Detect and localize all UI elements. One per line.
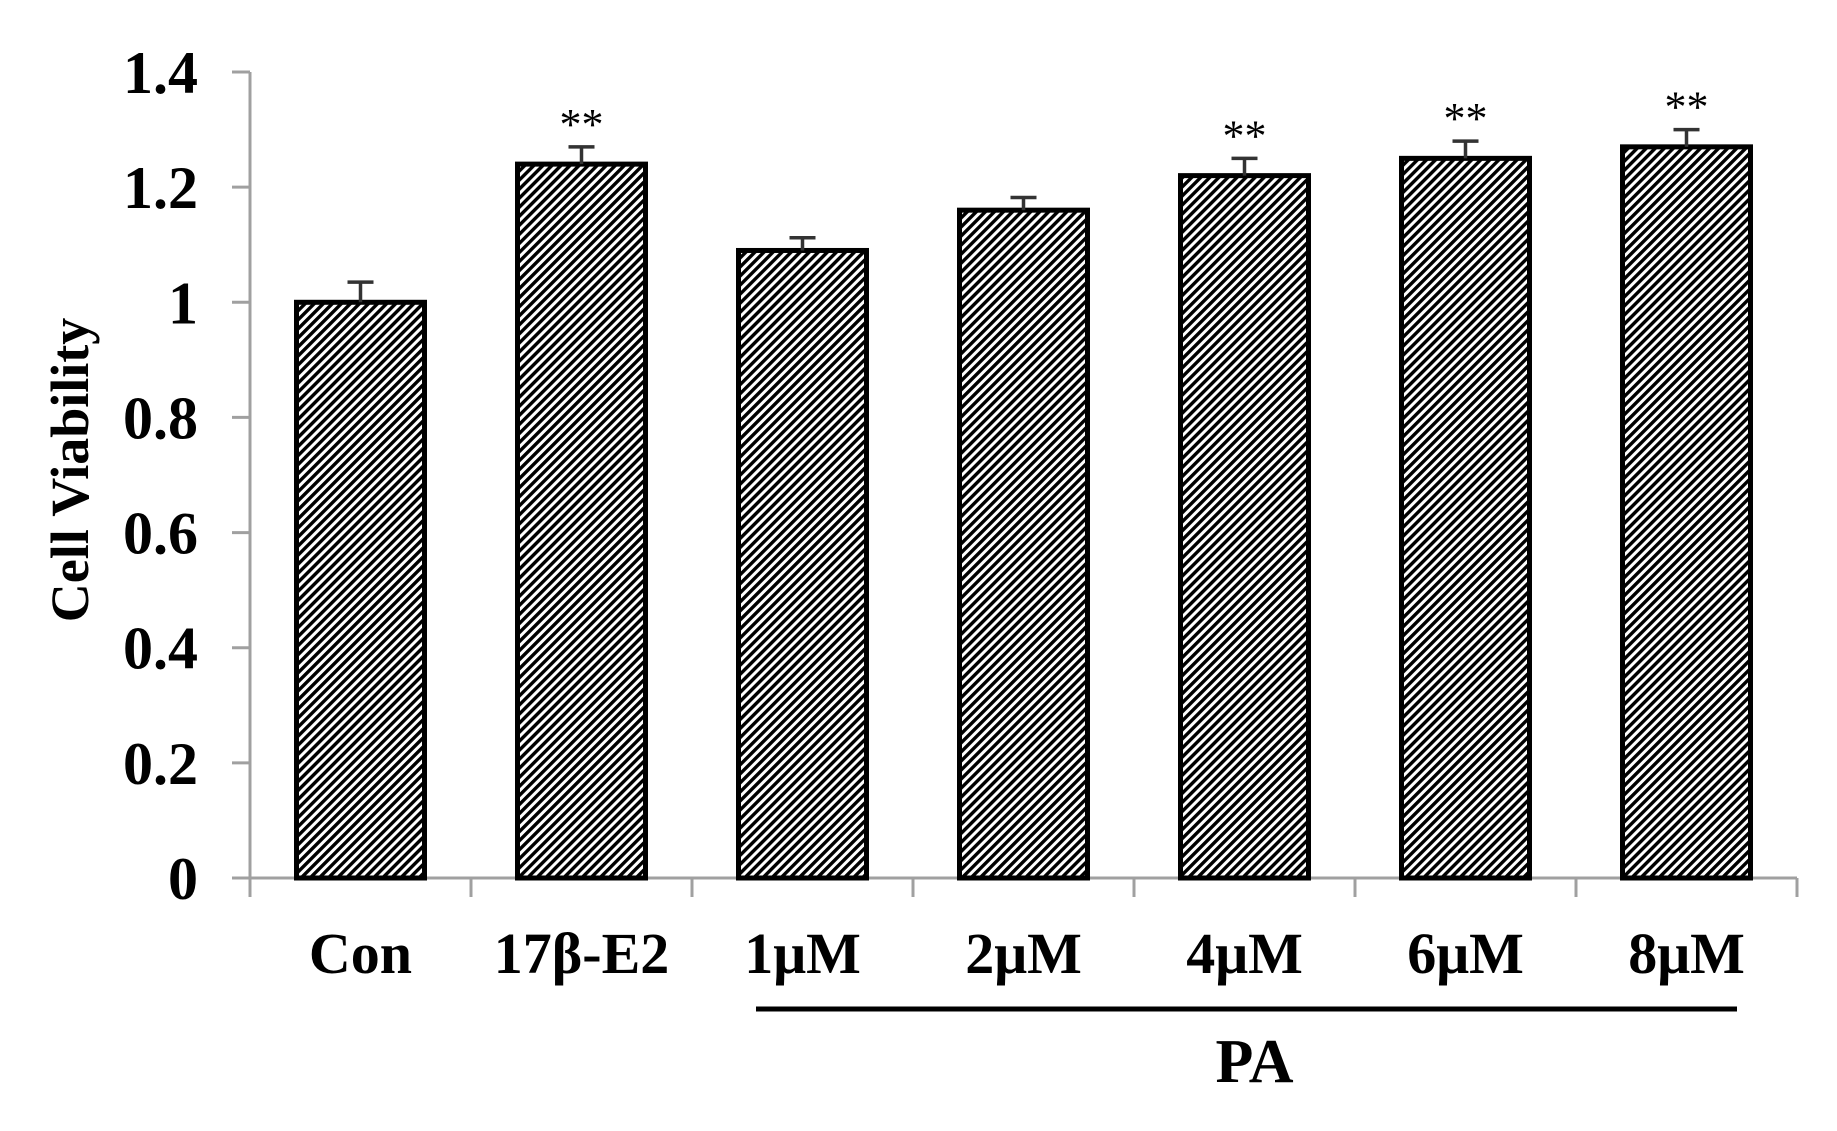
significance-marker: ** — [1665, 83, 1709, 132]
bar-group — [736, 236, 869, 881]
y-tick-label: 0.2 — [123, 731, 198, 797]
y-axis: 0 0.2 0.4 0.6 0.8 1 1.2 1.4 — [123, 40, 252, 912]
y-tick-label: 1.4 — [123, 40, 198, 106]
x-tick-label: 1μM — [744, 921, 861, 986]
y-axis-title: Cell Viability — [40, 318, 100, 623]
significance-marker: ** — [1444, 94, 1488, 143]
bar-series: ** ** ** ** — [294, 83, 1753, 881]
significance-marker: ** — [1223, 111, 1267, 160]
x-tick-label: 8μM — [1628, 921, 1745, 986]
bar — [736, 247, 869, 881]
bar — [294, 299, 427, 881]
bar — [1620, 144, 1753, 881]
bar — [1178, 173, 1311, 881]
y-tick-label: 1 — [168, 270, 198, 336]
x-axis — [232, 876, 1799, 897]
x-tick-label: 2μM — [965, 921, 1082, 986]
bar-group: ** — [515, 100, 648, 881]
group-label: PA — [1215, 1028, 1293, 1096]
x-axis-labels: Con 17β-E2 1μM 2μM 4μM 6μM 8μM — [309, 921, 1745, 986]
bar — [1399, 155, 1532, 881]
significance-marker: ** — [560, 100, 604, 149]
bar — [957, 207, 1090, 881]
bar-group: ** — [1399, 94, 1532, 881]
x-tick-label: 4μM — [1186, 921, 1303, 986]
y-tick-label: 0.4 — [123, 616, 198, 682]
y-tick-label: 0.8 — [123, 385, 198, 451]
bar-group — [957, 195, 1090, 881]
bar-group: ** — [1178, 111, 1311, 881]
x-tick-label: 17β-E2 — [494, 921, 670, 986]
y-tick-label: 0.6 — [123, 501, 198, 567]
y-tick-label: 0 — [168, 846, 198, 912]
bar — [515, 161, 648, 881]
bar-group — [294, 280, 427, 881]
x-tick-label: 6μM — [1407, 921, 1524, 986]
bar-group: ** — [1620, 83, 1753, 881]
x-tick-label: Con — [309, 921, 412, 986]
group-annotations: PA — [756, 1006, 1737, 1096]
y-tick-label: 1.2 — [123, 155, 198, 221]
